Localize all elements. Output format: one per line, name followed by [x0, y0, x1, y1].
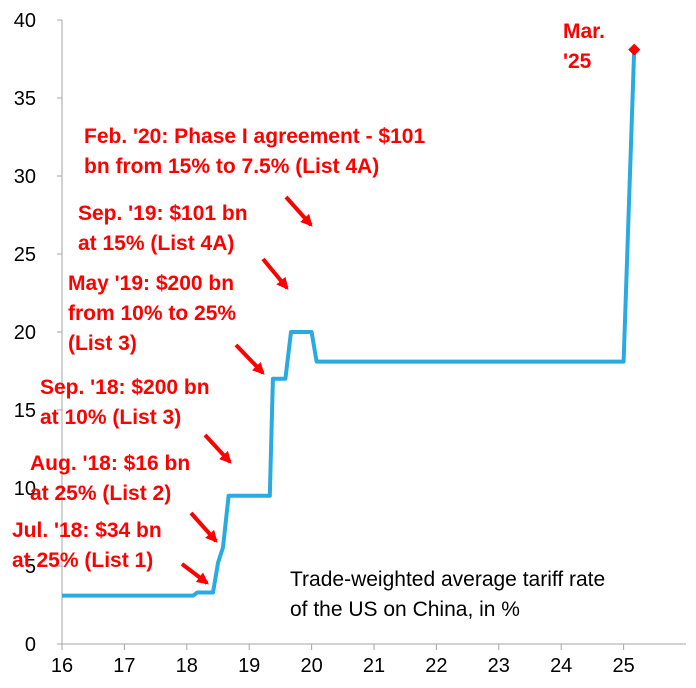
series-line — [62, 49, 637, 598]
y-tick-label: 15 — [14, 400, 36, 422]
y-tick-label: 40 — [14, 10, 36, 32]
annotation-line: from 10% to 25% — [68, 302, 236, 325]
annotation-layer: Jul. '18: $34 bn at 25% (List 1) Aug. '18:… — [12, 20, 605, 572]
annotation-line: Jul. '18: $34 bn — [12, 519, 162, 542]
annotation-line: (List 3) — [68, 332, 137, 355]
annotation-label: Sep. '18: $200 bn at 10% (List 3) — [40, 376, 210, 429]
annotation-line: Feb. '20: Phase I agreement - $101 — [84, 125, 425, 148]
y-tick-label: 20 — [14, 322, 36, 344]
annotation-arrow — [234, 343, 265, 375]
annotation-line: Sep. '19: $101 bn — [78, 202, 248, 225]
annotation-line: Aug. '18: $16 bn — [30, 452, 190, 475]
x-tick-label: 25 — [612, 655, 634, 677]
annotation-line: at 25% (List 2) — [30, 482, 171, 505]
x-tick-label: 18 — [176, 655, 198, 677]
annotation-arrow — [284, 195, 313, 227]
x-tick-label: 19 — [238, 655, 260, 677]
annotation-arrow — [203, 433, 232, 464]
y-tick-label: 25 — [14, 244, 36, 266]
annotation-label: Feb. '20: Phase I agreement - $101 bn fro… — [84, 125, 425, 178]
x-tick-label: 16 — [51, 655, 73, 677]
x-tick-label: 21 — [363, 655, 385, 677]
x-tick-label: 23 — [488, 655, 510, 677]
x-tick-label: 20 — [300, 655, 322, 677]
annotation-label: Aug. '18: $16 bn at 25% (List 2) — [30, 452, 190, 505]
caption-line: of the US on China, in % — [290, 598, 520, 621]
y-tick-label: 5 — [25, 556, 36, 578]
axes — [61, 20, 686, 645]
annotation-line: May '19: $200 bn — [68, 272, 234, 295]
annotation-label: Jul. '18: $34 bn at 25% (List 1) — [12, 519, 162, 572]
annotation-arrow — [261, 257, 289, 290]
y-tick-label: 0 — [25, 634, 36, 656]
annotation-line: bn from 15% to 7.5% (List 4A) — [84, 155, 379, 178]
tick-group: 0 5 10 15 20 25 30 35 40 16 17 18 19 20 21 22 23 24 25 — [14, 10, 635, 677]
annotation-arrow — [180, 562, 209, 585]
end-point-marker — [628, 43, 641, 56]
series-layer — [62, 43, 641, 598]
y-tick-label: 10 — [14, 478, 36, 500]
annotation-line: at 10% (List 3) — [40, 406, 181, 429]
x-tick-label: 22 — [425, 655, 447, 677]
caption-line: Trade-weighted average tariff rate — [290, 568, 605, 591]
x-tick-label: 24 — [550, 655, 572, 677]
annotation-arrow — [189, 511, 218, 543]
annotation-line: at 25% (List 1) — [12, 549, 153, 572]
annotation-line: Mar. — [563, 20, 605, 43]
annotation-label: May '19: $200 bn from 10% to 25% (List 3) — [68, 272, 236, 355]
annotation-label: Mar. '25 — [563, 20, 605, 73]
chart-caption: Trade-weighted average tariff rate of th… — [290, 568, 611, 621]
annotation-line: at 15% (List 4A) — [78, 232, 234, 255]
annotation-arrows — [180, 195, 313, 585]
annotation-line: Sep. '18: $200 bn — [40, 376, 210, 399]
annotation-line: '25 — [563, 50, 592, 73]
y-tick-label: 35 — [14, 88, 36, 110]
annotation-label: Sep. '19: $101 bn at 15% (List 4A) — [78, 202, 248, 255]
x-tick-label: 17 — [113, 655, 135, 677]
y-tick-label: 30 — [14, 166, 36, 188]
